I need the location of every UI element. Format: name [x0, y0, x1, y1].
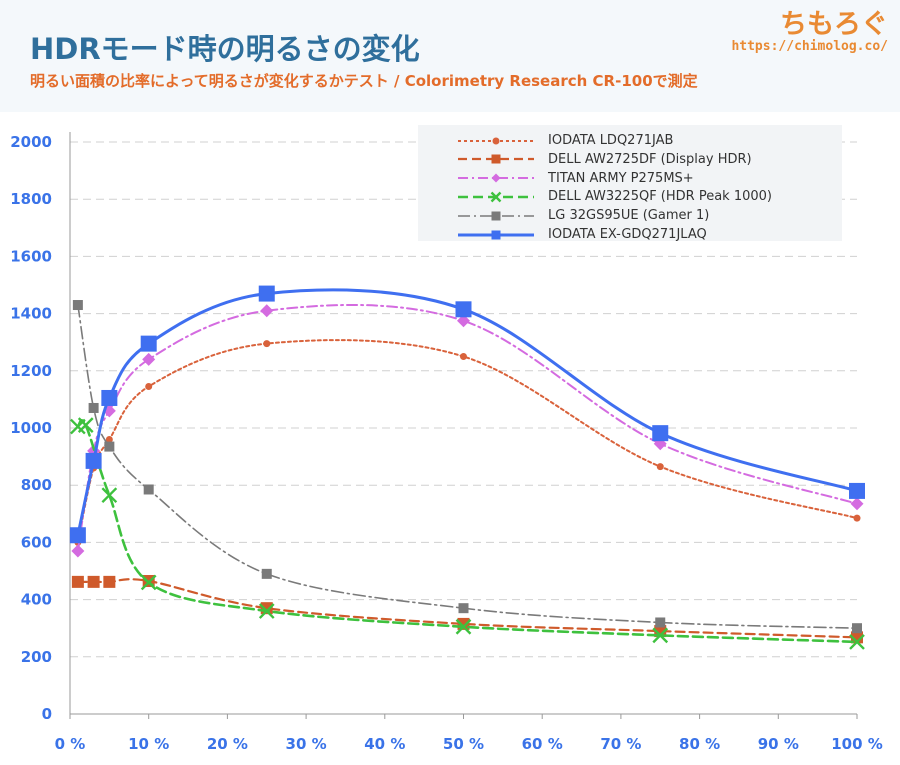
data-point	[460, 353, 467, 360]
data-point	[140, 574, 157, 591]
data-point	[72, 300, 83, 311]
legend-swatch	[458, 137, 534, 144]
data-point	[101, 487, 118, 504]
data-point	[103, 575, 116, 588]
x-tick-label: 0 %	[55, 735, 86, 753]
data-point	[77, 417, 94, 433]
data-point	[258, 603, 275, 619]
y-tick-label: 1200	[10, 362, 52, 380]
data-point	[71, 575, 84, 588]
data-point	[69, 527, 86, 544]
y-tick-label: 1600	[10, 247, 52, 265]
y-tick-label: 1000	[10, 419, 52, 437]
data-point	[145, 383, 153, 391]
y-tick-label: 0	[42, 705, 52, 723]
x-tick-label: 90 %	[758, 735, 799, 753]
legend-label: LG 32GS95UE (Gamer 1)	[548, 208, 710, 224]
data-point	[85, 452, 102, 469]
data-point	[852, 623, 862, 634]
legend-swatch	[458, 173, 534, 183]
legend-item: TITAN ARMY P275MS+	[418, 169, 842, 188]
legend-swatch	[458, 154, 534, 164]
x-tick-label: 40 %	[364, 735, 405, 753]
legend-marker	[491, 154, 501, 164]
data-point	[71, 544, 85, 558]
legend-label: TITAN ARMY P275MS+	[548, 170, 694, 186]
legend-label: IODATA LDQ271JAB	[548, 133, 674, 148]
legend-marker	[491, 230, 501, 239]
chart-legend: IODATA LDQ271JAB DELL AW2725DF (Display H…	[418, 125, 842, 244]
brand-url[interactable]: https://chimolog.co/	[731, 39, 888, 54]
x-tick-label: 60 %	[522, 735, 563, 753]
x-tick-label: 100 %	[831, 735, 883, 753]
data-point	[258, 285, 275, 302]
legend-label: IODATA EX-GDQ271JLAQ	[548, 227, 707, 242]
data-point	[457, 314, 470, 328]
legend-swatch	[458, 191, 534, 203]
legend-label: DELL AW2725DF (Display HDR)	[548, 151, 752, 167]
data-point	[849, 634, 865, 650]
data-point	[88, 402, 99, 413]
data-point	[142, 352, 156, 366]
legend-item: DELL AW3225QF (HDR Peak 1000)	[418, 187, 842, 206]
data-point	[87, 575, 100, 588]
legend-item: IODATA EX-GDQ271JLAQ	[418, 225, 842, 244]
data-point	[455, 301, 472, 318]
legend-swatch	[458, 211, 534, 221]
series-5	[72, 300, 862, 634]
legend-item: IODATA LDQ271JAB	[418, 131, 842, 150]
x-tick-label: 20 %	[207, 735, 248, 753]
legend-label: DELL AW3225QF (HDR Peak 1000)	[548, 189, 772, 205]
data-point	[263, 340, 271, 348]
brand-name: ちもろぐ	[780, 9, 888, 40]
data-point	[261, 568, 272, 579]
data-point	[656, 463, 664, 471]
data-point	[652, 627, 669, 644]
x-tick-label: 70 %	[600, 735, 641, 753]
x-tick-label: 80 %	[679, 735, 720, 753]
data-point	[853, 514, 861, 522]
legend-marker	[490, 191, 502, 203]
x-tick-label: 30 %	[286, 735, 327, 753]
chart-subtitle: 明るい面積の比率によって明るさが変化するかテスト / Colorimetry R…	[30, 72, 698, 90]
chart-title: HDRモード時の明るさの変化	[30, 32, 420, 66]
series-6	[69, 285, 865, 544]
x-tick-label: 10 %	[128, 735, 169, 753]
legend-marker	[491, 173, 501, 183]
legend-item: LG 32GS95UE (Gamer 1)	[418, 206, 842, 225]
y-tick-label: 600	[21, 533, 52, 551]
data-point	[458, 603, 469, 614]
y-tick-label: 2000	[10, 133, 52, 151]
y-tick-label: 800	[21, 476, 52, 494]
data-point	[850, 497, 864, 511]
legend-marker	[492, 137, 500, 144]
legend-marker	[491, 211, 501, 221]
y-tick-label: 1400	[10, 305, 52, 323]
y-tick-label: 1800	[10, 190, 52, 208]
data-point	[652, 425, 669, 442]
legend-swatch	[458, 230, 534, 239]
data-point	[455, 618, 472, 635]
x-tick-label: 50 %	[443, 735, 484, 753]
brand-logo: ちもろぐ https://chimolog.co/	[731, 2, 888, 54]
data-point	[101, 389, 118, 406]
data-point	[849, 482, 865, 499]
data-point	[140, 335, 157, 352]
data-point	[143, 484, 154, 495]
y-tick-label: 200	[21, 648, 52, 666]
data-point	[104, 441, 115, 452]
legend-item: DELL AW2725DF (Display HDR)	[418, 150, 842, 169]
data-point	[655, 617, 666, 628]
data-point	[105, 435, 113, 443]
data-point	[260, 304, 274, 318]
y-tick-label: 400	[21, 591, 52, 609]
